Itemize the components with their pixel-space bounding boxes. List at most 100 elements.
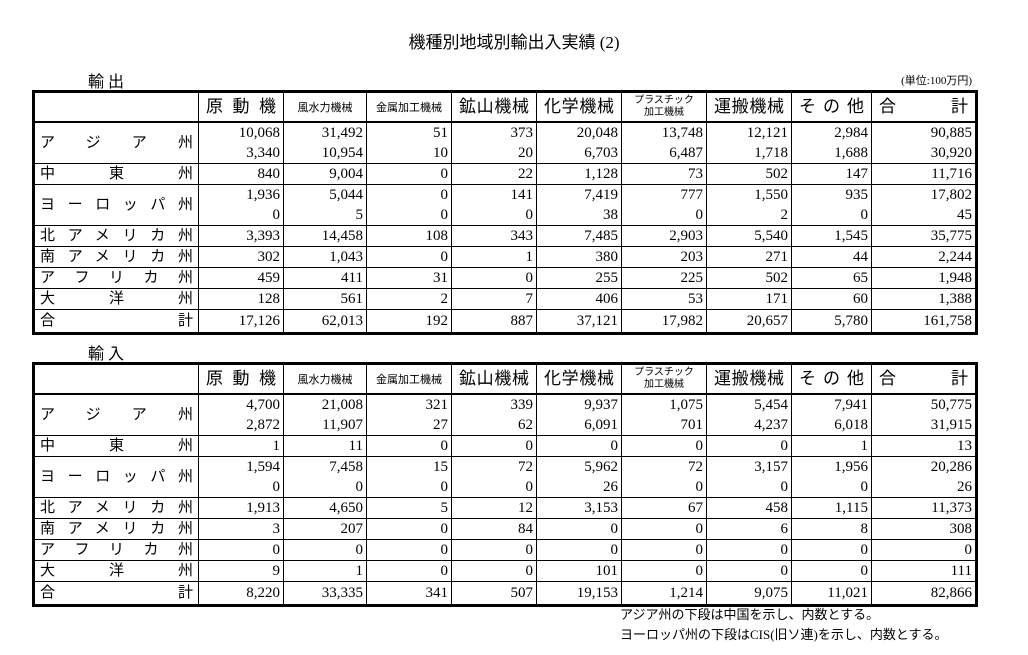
header-text: 金属加工機械	[376, 101, 442, 114]
value: 9,004	[329, 166, 363, 182]
value: 0	[272, 542, 281, 558]
value: 0	[440, 542, 449, 558]
value: 7	[525, 291, 534, 307]
value-cell: 302	[198, 246, 284, 268]
value: 0	[440, 187, 449, 203]
value: 26	[603, 479, 618, 495]
header-text: その他	[799, 97, 864, 116]
value: 12	[518, 500, 533, 516]
value: 321	[425, 397, 449, 413]
header-line: プラスチック	[634, 95, 694, 106]
value: 2,903	[669, 228, 703, 244]
value: 17,982	[661, 313, 703, 329]
value-cell: 9,075	[706, 581, 792, 606]
value-cell: 0	[791, 560, 872, 582]
value: 0	[440, 563, 449, 579]
value: 1,545	[834, 228, 868, 244]
value: 45	[957, 207, 972, 223]
value: 3,340	[246, 145, 280, 161]
header-text: 原動機	[206, 97, 276, 116]
value-cell: 0	[366, 435, 452, 457]
value: 10	[433, 145, 448, 161]
value-cell: 192	[366, 309, 452, 334]
value: 561	[340, 291, 364, 307]
value: 225	[680, 270, 704, 286]
region-cell: 南アメリカ州	[33, 246, 199, 268]
value: 7,941	[834, 397, 868, 413]
value-cell: 8,220	[198, 581, 284, 606]
value-cell: 101	[536, 560, 622, 582]
region-name: アフリカ州	[40, 542, 193, 558]
value: 1,718	[754, 145, 788, 161]
value: 6,091	[584, 417, 618, 433]
region-cell: 合計	[33, 581, 199, 606]
value: 1,956	[834, 459, 868, 475]
value-cell: 84	[451, 518, 537, 540]
value-cell: 1	[198, 435, 284, 457]
value: 108	[425, 228, 449, 244]
value-cell: 1,128	[536, 163, 622, 185]
value: 2,984	[834, 125, 868, 141]
value: 20,286	[930, 459, 972, 475]
value: 5,540	[754, 228, 788, 244]
value-cell: 19,153	[536, 581, 622, 606]
value-cell: 72 0	[451, 456, 537, 498]
value-cell: 6	[706, 518, 792, 540]
value-cell: 935 0	[791, 184, 872, 226]
region-name: 北アメリカ州	[40, 228, 193, 244]
value: 72	[518, 459, 533, 475]
value-cell: 7,941 6,018	[791, 393, 872, 436]
value: 1,043	[329, 249, 363, 265]
value: 0	[695, 521, 704, 537]
value-cell: 0	[706, 560, 792, 582]
value: 3,157	[754, 459, 788, 475]
value-cell: 50,775 31,915	[871, 393, 977, 436]
value: 9,937	[584, 397, 618, 413]
value: 17,126	[238, 313, 280, 329]
value: 0	[525, 207, 534, 223]
value: 3,393	[246, 228, 280, 244]
value-cell: 0	[706, 435, 792, 457]
value-cell: 373 20	[451, 121, 537, 164]
value: 62,013	[321, 313, 363, 329]
value-cell: 33,335	[283, 581, 367, 606]
value-cell: 0	[536, 518, 622, 540]
data-row: 南アメリカ州 3 207 0 84 0 0 6 8 308	[33, 518, 977, 540]
data-row: ヨーロッパ州 1,936 0 5,044 5 0 0 141 0 7,419 38 777 0 1,550…	[33, 184, 977, 226]
value-cell: 90,885 30,920	[871, 121, 977, 164]
value-cell: 2,244	[871, 246, 977, 268]
value-cell: 9,937 6,091	[536, 393, 622, 436]
value: 5,780	[834, 313, 868, 329]
region-name: 合計	[40, 585, 193, 601]
value-cell: 5,454 4,237	[706, 393, 792, 436]
value: 67	[688, 500, 703, 516]
value: 9	[272, 563, 281, 579]
value: 0	[610, 438, 619, 454]
value: 207	[340, 521, 364, 537]
value-cell: 225	[621, 267, 707, 289]
value: 6,018	[834, 417, 868, 433]
value-cell: 0	[451, 539, 537, 561]
data-table: 原動機 風水力機械 金属加工機械 鉱山機械 化学機械 プラスチック 加工機械 運搬機械 その他合…	[32, 362, 978, 607]
data-row: アフリカ州 0 0 0 0 0 0 0 0 0	[33, 539, 977, 561]
value-cell: 308	[871, 518, 977, 540]
value: 17,802	[930, 187, 972, 203]
value: 0	[860, 479, 869, 495]
value: 0	[695, 479, 704, 495]
value: 31,915	[930, 417, 972, 433]
value: 13,748	[661, 125, 703, 141]
value: 935	[845, 187, 869, 203]
value-cell: 7,419 38	[536, 184, 622, 226]
value: 141	[510, 187, 534, 203]
value-cell: 53	[621, 288, 707, 310]
value: 255	[595, 270, 619, 286]
note: ヨーロッパ州の下段はCIS(旧ソ連)を示し、内数とする。	[620, 627, 948, 642]
value-cell: 0	[621, 560, 707, 582]
region-name: 南アメリカ州	[40, 521, 193, 537]
region-cell: ヨーロッパ州	[33, 184, 199, 226]
region-cell: 北アメリカ州	[33, 225, 199, 247]
value: 65	[853, 270, 868, 286]
value-cell: 14,458	[283, 225, 367, 247]
value: 5,044	[329, 187, 363, 203]
